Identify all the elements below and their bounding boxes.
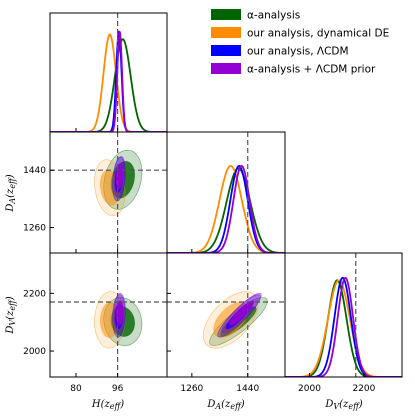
legend: α-analysis our analysis, dynamical DE ou… [211, 9, 389, 76]
x-axis-label-DV: DV(zeff) [324, 399, 362, 411]
legend-swatch-alpha [211, 9, 241, 20]
marginal-curve-series-0 [285, 279, 402, 377]
marginal-curve-series-3 [167, 164, 285, 253]
legend-label-alpha-lcdm-prior: α-analysis + ΛCDM prior [247, 64, 376, 76]
legend-label-alpha: α-analysis [247, 10, 300, 22]
marginal-curve-series-1 [50, 33, 167, 132]
panel-DV-vs-DA [166, 252, 286, 378]
legend-label-dynamical-de: our analysis, dynamical DE [247, 28, 389, 40]
x-tick-label: 2200 [352, 384, 375, 394]
x-tick-label: 1260 [180, 384, 203, 394]
x-tick-label: 96 [112, 384, 124, 394]
y-tick-label: 2000 [23, 347, 46, 357]
y-tick-label: 2200 [23, 289, 46, 299]
y-axis-label-DA: DA(zeff) [5, 174, 17, 212]
x-tick-label: 2000 [298, 384, 321, 394]
marginal-curve-series-2 [285, 276, 402, 377]
x-axis-label-DA: DA(zeff) [206, 399, 244, 411]
x-tick-label: 80 [70, 384, 82, 394]
x-tick-label: 1440 [236, 384, 259, 394]
y-tick-label: 1260 [23, 224, 46, 234]
marginal-curve-series-1 [285, 279, 402, 377]
legend-label-lcdm: our analysis, ΛCDM [247, 46, 349, 58]
marginal-curve-series-3 [285, 276, 402, 377]
panel-DV-vs-H [49, 252, 168, 378]
legend-swatch-lcdm [211, 45, 241, 56]
panel-DV-marginal [284, 252, 403, 378]
legend-swatch-alpha-lcdm-prior [211, 63, 241, 74]
y-tick-label: 1440 [23, 166, 46, 176]
panel-H-marginal [49, 12, 168, 133]
panel-DA-vs-H [49, 131, 168, 254]
y-axis-label-DV: DV(zeff) [5, 296, 17, 334]
x-axis-label-H: H(zeff) [91, 399, 124, 411]
legend-swatch-dynamical-de [211, 27, 241, 38]
ticks: 80 96 1260 1440 2000 2200 1260 1440 2000 2200 [23, 128, 376, 394]
marginal-curve-series-0 [50, 38, 167, 132]
panel-DA-marginal [166, 131, 286, 254]
